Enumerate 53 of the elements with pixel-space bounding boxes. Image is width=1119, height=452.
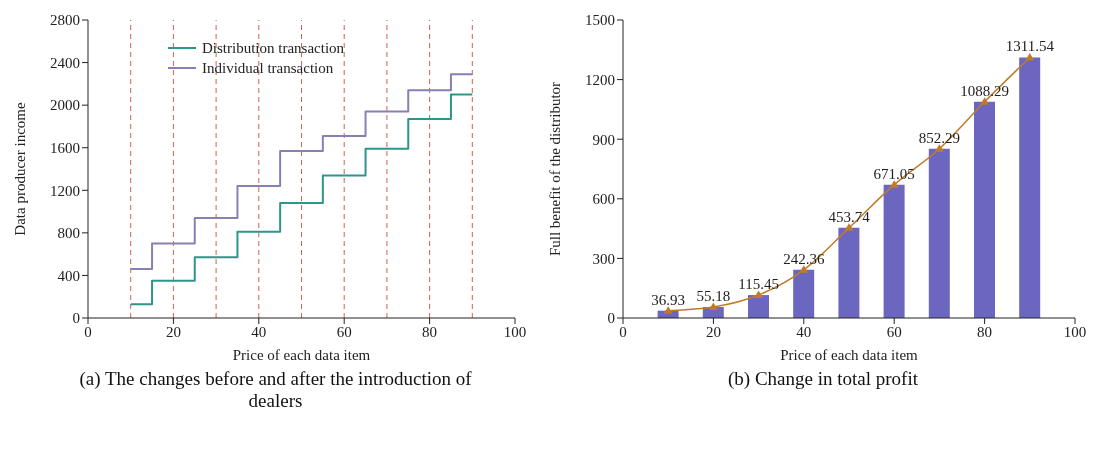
legend-label: Individual transaction [202,59,334,78]
point [708,302,718,311]
y-tick-label: 1600 [50,140,80,157]
x-tick-label: 40 [796,323,812,340]
y-tick-label: 900 [592,131,615,148]
x-tick-label: 80 [422,323,438,340]
y-tick-label: 1200 [50,182,80,199]
y-tick-label: 0 [72,310,80,327]
point [844,223,854,231]
y-tick-label: 2000 [50,97,80,114]
y-tick-label: 300 [592,250,615,267]
x-axis-title: Price of each data item [232,347,371,363]
x-tick-label: 100 [503,323,527,340]
data-label: 36.93 [651,291,686,308]
y-axis-title: Full benefit of the distributor [547,81,564,257]
point [799,265,809,273]
x-axis-title: Price of each data item [780,347,919,363]
x-tick-label: 100 [1063,323,1087,340]
text: (b) Change in total profit [727,368,919,390]
y-axis-title: Data producer income [12,102,29,236]
bar [838,227,860,318]
y-tick-label: 2800 [50,12,80,29]
data-label: 115.45 [738,276,779,293]
y-tick-label: 1200 [585,71,615,88]
bar [793,269,815,318]
data-label: 1311.54 [1005,38,1055,55]
x-tick-label: 0 [619,323,627,340]
point [980,97,990,105]
x-tick-label: 20 [165,323,181,340]
x-tick-label: 60 [336,323,352,340]
x-tick-label: 80 [977,323,993,340]
x-tick-label: 20 [705,323,721,340]
text: (a) The changes before and after the introduction of dealers [78,368,473,412]
y-tick-label: 1500 [585,12,615,29]
legend-label: Distribution transaction [202,39,345,58]
y-tick-label: 800 [57,225,80,242]
data-label: 55.18 [696,288,731,305]
x-tick-label: 40 [251,323,267,340]
x-tick-label: 60 [886,323,902,340]
x-tick-label: 0 [84,323,92,340]
y-tick-label: 600 [592,191,615,208]
bar [928,148,950,318]
point [1025,52,1035,61]
point [934,144,944,152]
bar [1019,57,1041,318]
bar [883,184,905,318]
point [754,290,764,299]
y-tick-label: 2400 [50,54,80,71]
point [889,180,899,188]
y-tick-label: 0 [607,310,615,327]
point [663,306,673,314]
y-tick-label: 400 [57,267,80,284]
bar [974,101,995,318]
